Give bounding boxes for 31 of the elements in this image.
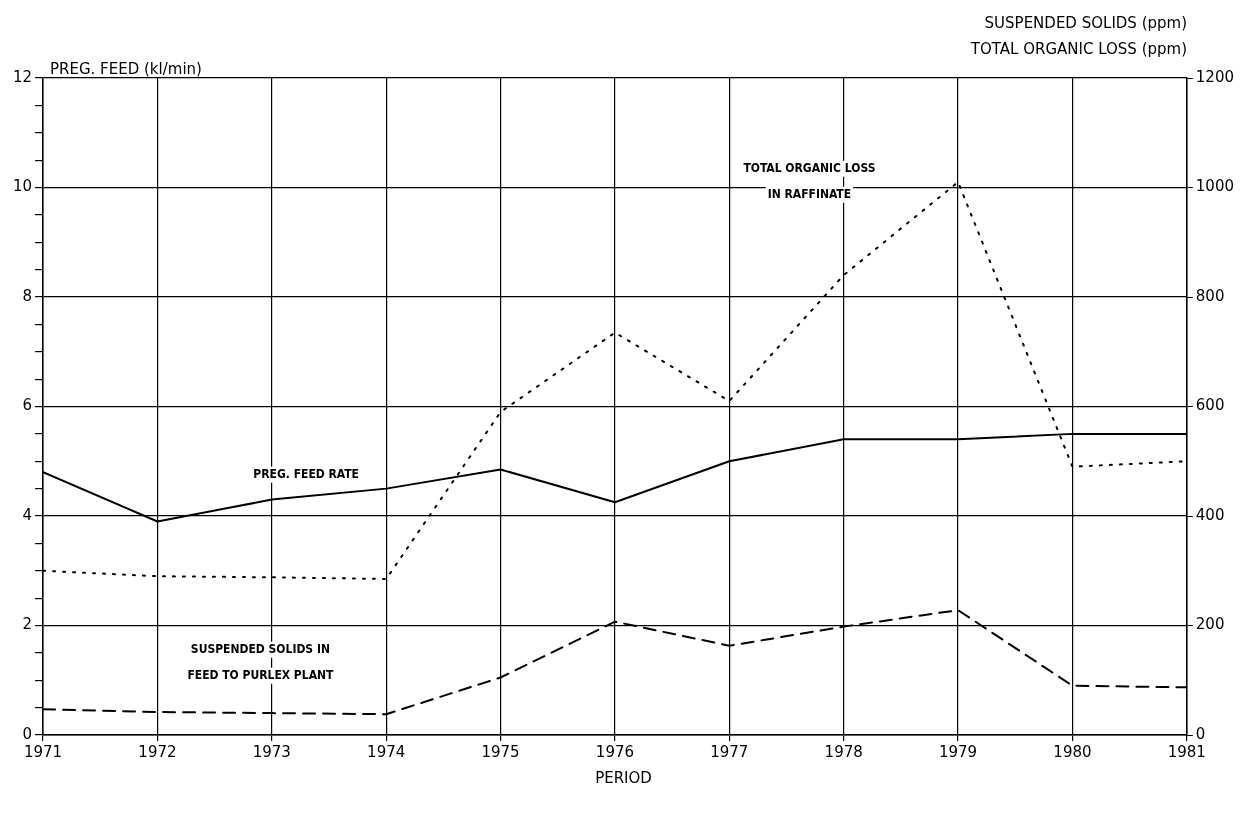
annotation: SUSPENDED SOLIDS IN FEED TO PURLEX PLANT <box>187 641 335 682</box>
x-tick-label: 1978 <box>824 742 863 761</box>
y2-tick-label: 1200 <box>1195 67 1235 86</box>
y-tick-label: 10 <box>12 177 33 196</box>
x-tick-label: 1975 <box>481 742 520 761</box>
x-tick-label: 1979 <box>938 742 978 761</box>
y-tick-label: 6 <box>22 396 33 415</box>
y2-tick-label: 1000 <box>1195 177 1235 196</box>
y2-tick-label: 0 <box>1195 724 1206 743</box>
y2-axis-title: SUSPENDED SOLIDS (ppm) TOTAL ORGANIC LOSS (ppm) <box>970 13 1187 60</box>
x-tick-label: 1972 <box>138 742 177 761</box>
x-tick-label: 1980 <box>1053 742 1092 761</box>
y2-tick-label: 400 <box>1195 505 1225 524</box>
x-axis-title: PERIOD <box>594 768 653 789</box>
x-tick-label: 1981 <box>1167 742 1206 761</box>
y2-tick-label: 800 <box>1195 286 1225 305</box>
x-tick-label: 1971 <box>23 742 63 761</box>
y-tick-label: 2 <box>22 615 33 634</box>
y-tick-label: 12 <box>12 67 33 86</box>
x-tick-label: 1977 <box>710 742 749 761</box>
x-tick-label: 1976 <box>595 742 635 761</box>
y2-tick-label: 200 <box>1195 615 1225 634</box>
x-tick-label: 1974 <box>367 742 406 761</box>
y-tick-label: 0 <box>22 724 33 743</box>
y-tick-label: 4 <box>22 505 33 524</box>
annotation: TOTAL ORGANIC LOSS IN RAFFINATE <box>743 160 876 201</box>
annotation: PREG. FEED RATE <box>253 466 359 481</box>
x-tick-label: 1973 <box>252 742 291 761</box>
y-axis-title: PREG. FEED (kl/min) <box>50 59 202 80</box>
y2-tick-label: 600 <box>1195 396 1225 415</box>
y-tick-label: 8 <box>22 286 33 305</box>
